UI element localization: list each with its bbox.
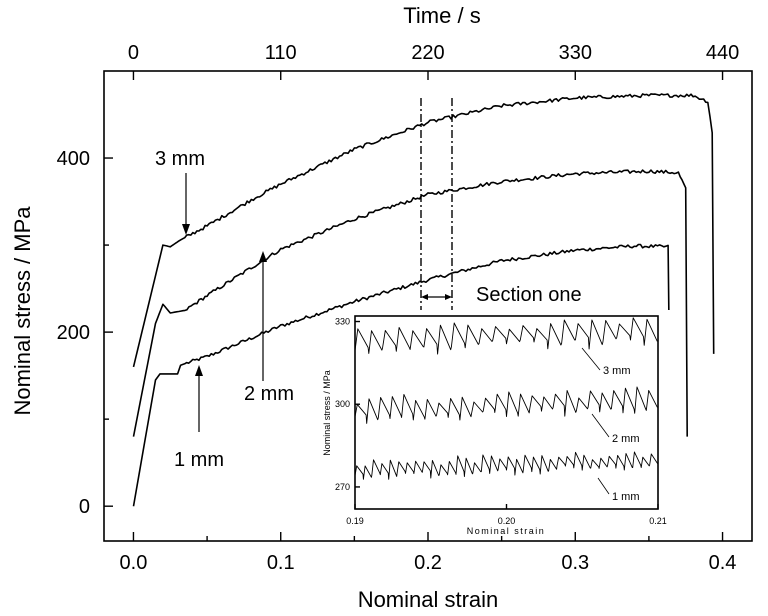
top-tick-label: 110 <box>265 42 297 64</box>
inset-y-label: Nominal stress / MPa <box>322 370 332 456</box>
inset-pointer-1mm <box>597 477 610 495</box>
inset-label-1mm: 1 mm <box>612 491 640 503</box>
inset-curve-2mm <box>354 386 658 424</box>
inset-label-3mm: 3 mm <box>603 365 631 377</box>
inset-x-label: Nominal strain <box>467 526 546 536</box>
inset-curves-group <box>354 317 658 480</box>
label-1mm: 1 mm <box>174 449 224 471</box>
top-axis-label: Time / s <box>403 3 480 28</box>
x-axis-label: Nominal strain <box>358 587 499 612</box>
x-axis-ticks: 0.0 0.1 0.2 0.3 0.4 <box>120 532 737 574</box>
section-one-label: Section one <box>476 284 582 306</box>
inset-y-tick-label: 330 <box>335 317 350 327</box>
inset-x-tick-label: 0.20 <box>498 516 516 526</box>
top-tick-label: 0 <box>128 42 139 64</box>
label-3mm: 3 mm <box>155 148 205 170</box>
curve-2mm <box>132 169 688 437</box>
y-tick-label: 400 <box>57 148 90 170</box>
inset-curve-3mm <box>354 317 658 355</box>
inset-curve-1mm <box>354 451 658 480</box>
top-tick-label: 330 <box>559 42 592 64</box>
y-tick-label: 0 <box>79 496 90 518</box>
arrow-3mm-head <box>182 224 190 235</box>
inset-label-2mm: 2 mm <box>612 433 640 445</box>
x-tick-label: 0.1 <box>267 552 295 574</box>
y-tick-label: 200 <box>57 322 90 344</box>
curves-group <box>132 93 715 507</box>
x-tick-label: 0.4 <box>709 552 737 574</box>
top-tick-label: 440 <box>706 42 739 64</box>
curve-1mm <box>132 243 672 507</box>
top-axis-ticks: 0 110 220 330 440 <box>128 42 739 80</box>
inset-x-ticks: 0.19 0.20 0.21 <box>346 504 667 526</box>
label-2mm: 2 mm <box>244 383 294 405</box>
section-arrow-left-head <box>421 294 428 300</box>
inset-pointer-3mm <box>581 347 601 371</box>
inset-x-tick-label: 0.19 <box>346 516 364 526</box>
top-tick-label: 220 <box>411 42 444 64</box>
x-tick-label: 0.0 <box>120 552 148 574</box>
inset-pointer-2mm <box>591 413 610 438</box>
inset-y-tick-label: 270 <box>335 482 350 492</box>
x-tick-label: 0.2 <box>414 552 442 574</box>
inset-x-tick-label: 0.21 <box>649 516 667 526</box>
arrow-1mm-head <box>195 365 203 376</box>
y-axis-ticks: 0 200 400 <box>57 148 113 518</box>
inset-y-tick-label: 300 <box>335 399 350 409</box>
x-tick-label: 0.3 <box>561 552 589 574</box>
y-axis-label: Nominal stress / MPa <box>10 206 35 416</box>
section-arrow-right-head <box>445 294 452 300</box>
arrow-2mm-head <box>259 251 267 262</box>
curve-3mm <box>132 93 715 368</box>
